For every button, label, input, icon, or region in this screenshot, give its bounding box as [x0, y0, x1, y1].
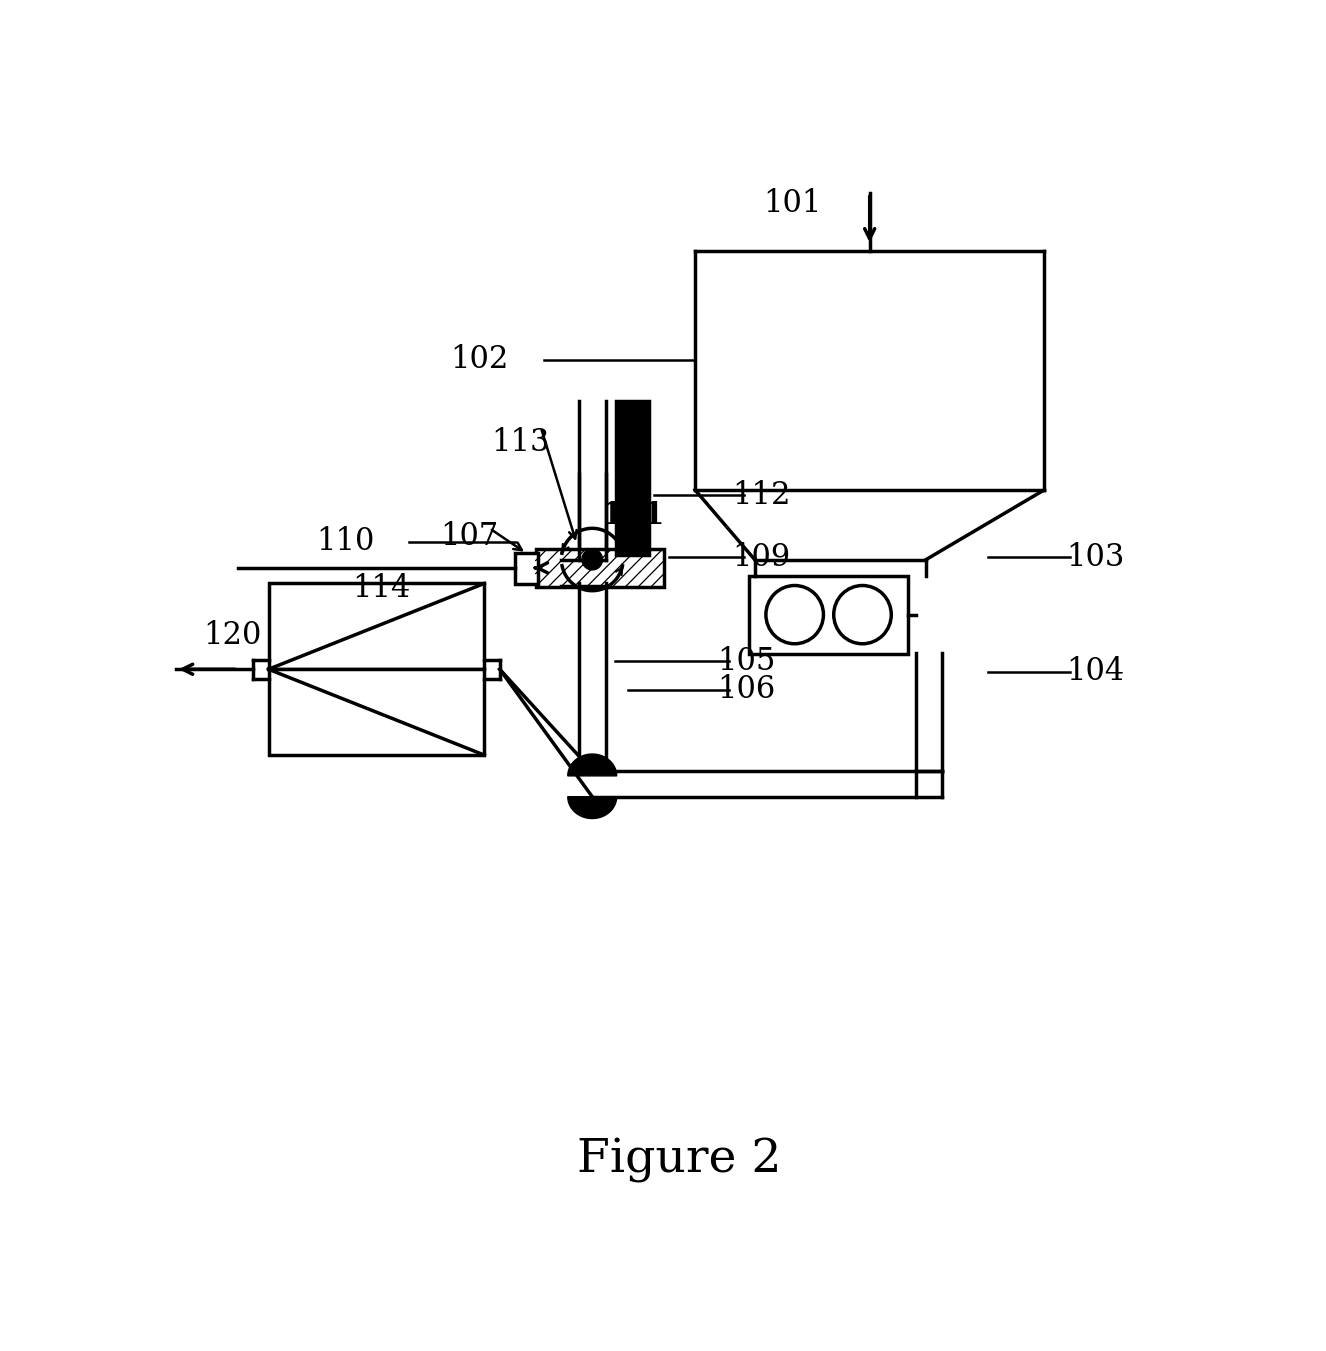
Text: 109: 109	[733, 542, 790, 573]
Text: 106: 106	[717, 674, 776, 705]
Bar	[268, 584, 484, 669]
Bar	[268, 669, 484, 755]
Text: 110: 110	[317, 527, 375, 558]
Text: 114: 114	[353, 573, 411, 604]
Text: 104: 104	[1066, 657, 1124, 688]
Circle shape	[582, 549, 602, 570]
Bar	[749, 576, 908, 654]
Polygon shape	[568, 797, 617, 819]
Bar	[516, 554, 538, 585]
Bar	[536, 549, 664, 586]
Text: 101: 101	[764, 188, 822, 219]
Text: 111: 111	[602, 500, 666, 531]
Polygon shape	[568, 754, 617, 775]
Text: Figure 2: Figure 2	[577, 1138, 782, 1183]
Text: 105: 105	[717, 646, 776, 677]
Text: 103: 103	[1066, 542, 1124, 573]
Text: 107: 107	[440, 521, 499, 553]
Text: 112: 112	[732, 480, 792, 511]
Bar	[615, 401, 648, 555]
Text: 102: 102	[450, 345, 508, 376]
Text: 120: 120	[203, 620, 261, 651]
Text: 113: 113	[491, 427, 549, 458]
